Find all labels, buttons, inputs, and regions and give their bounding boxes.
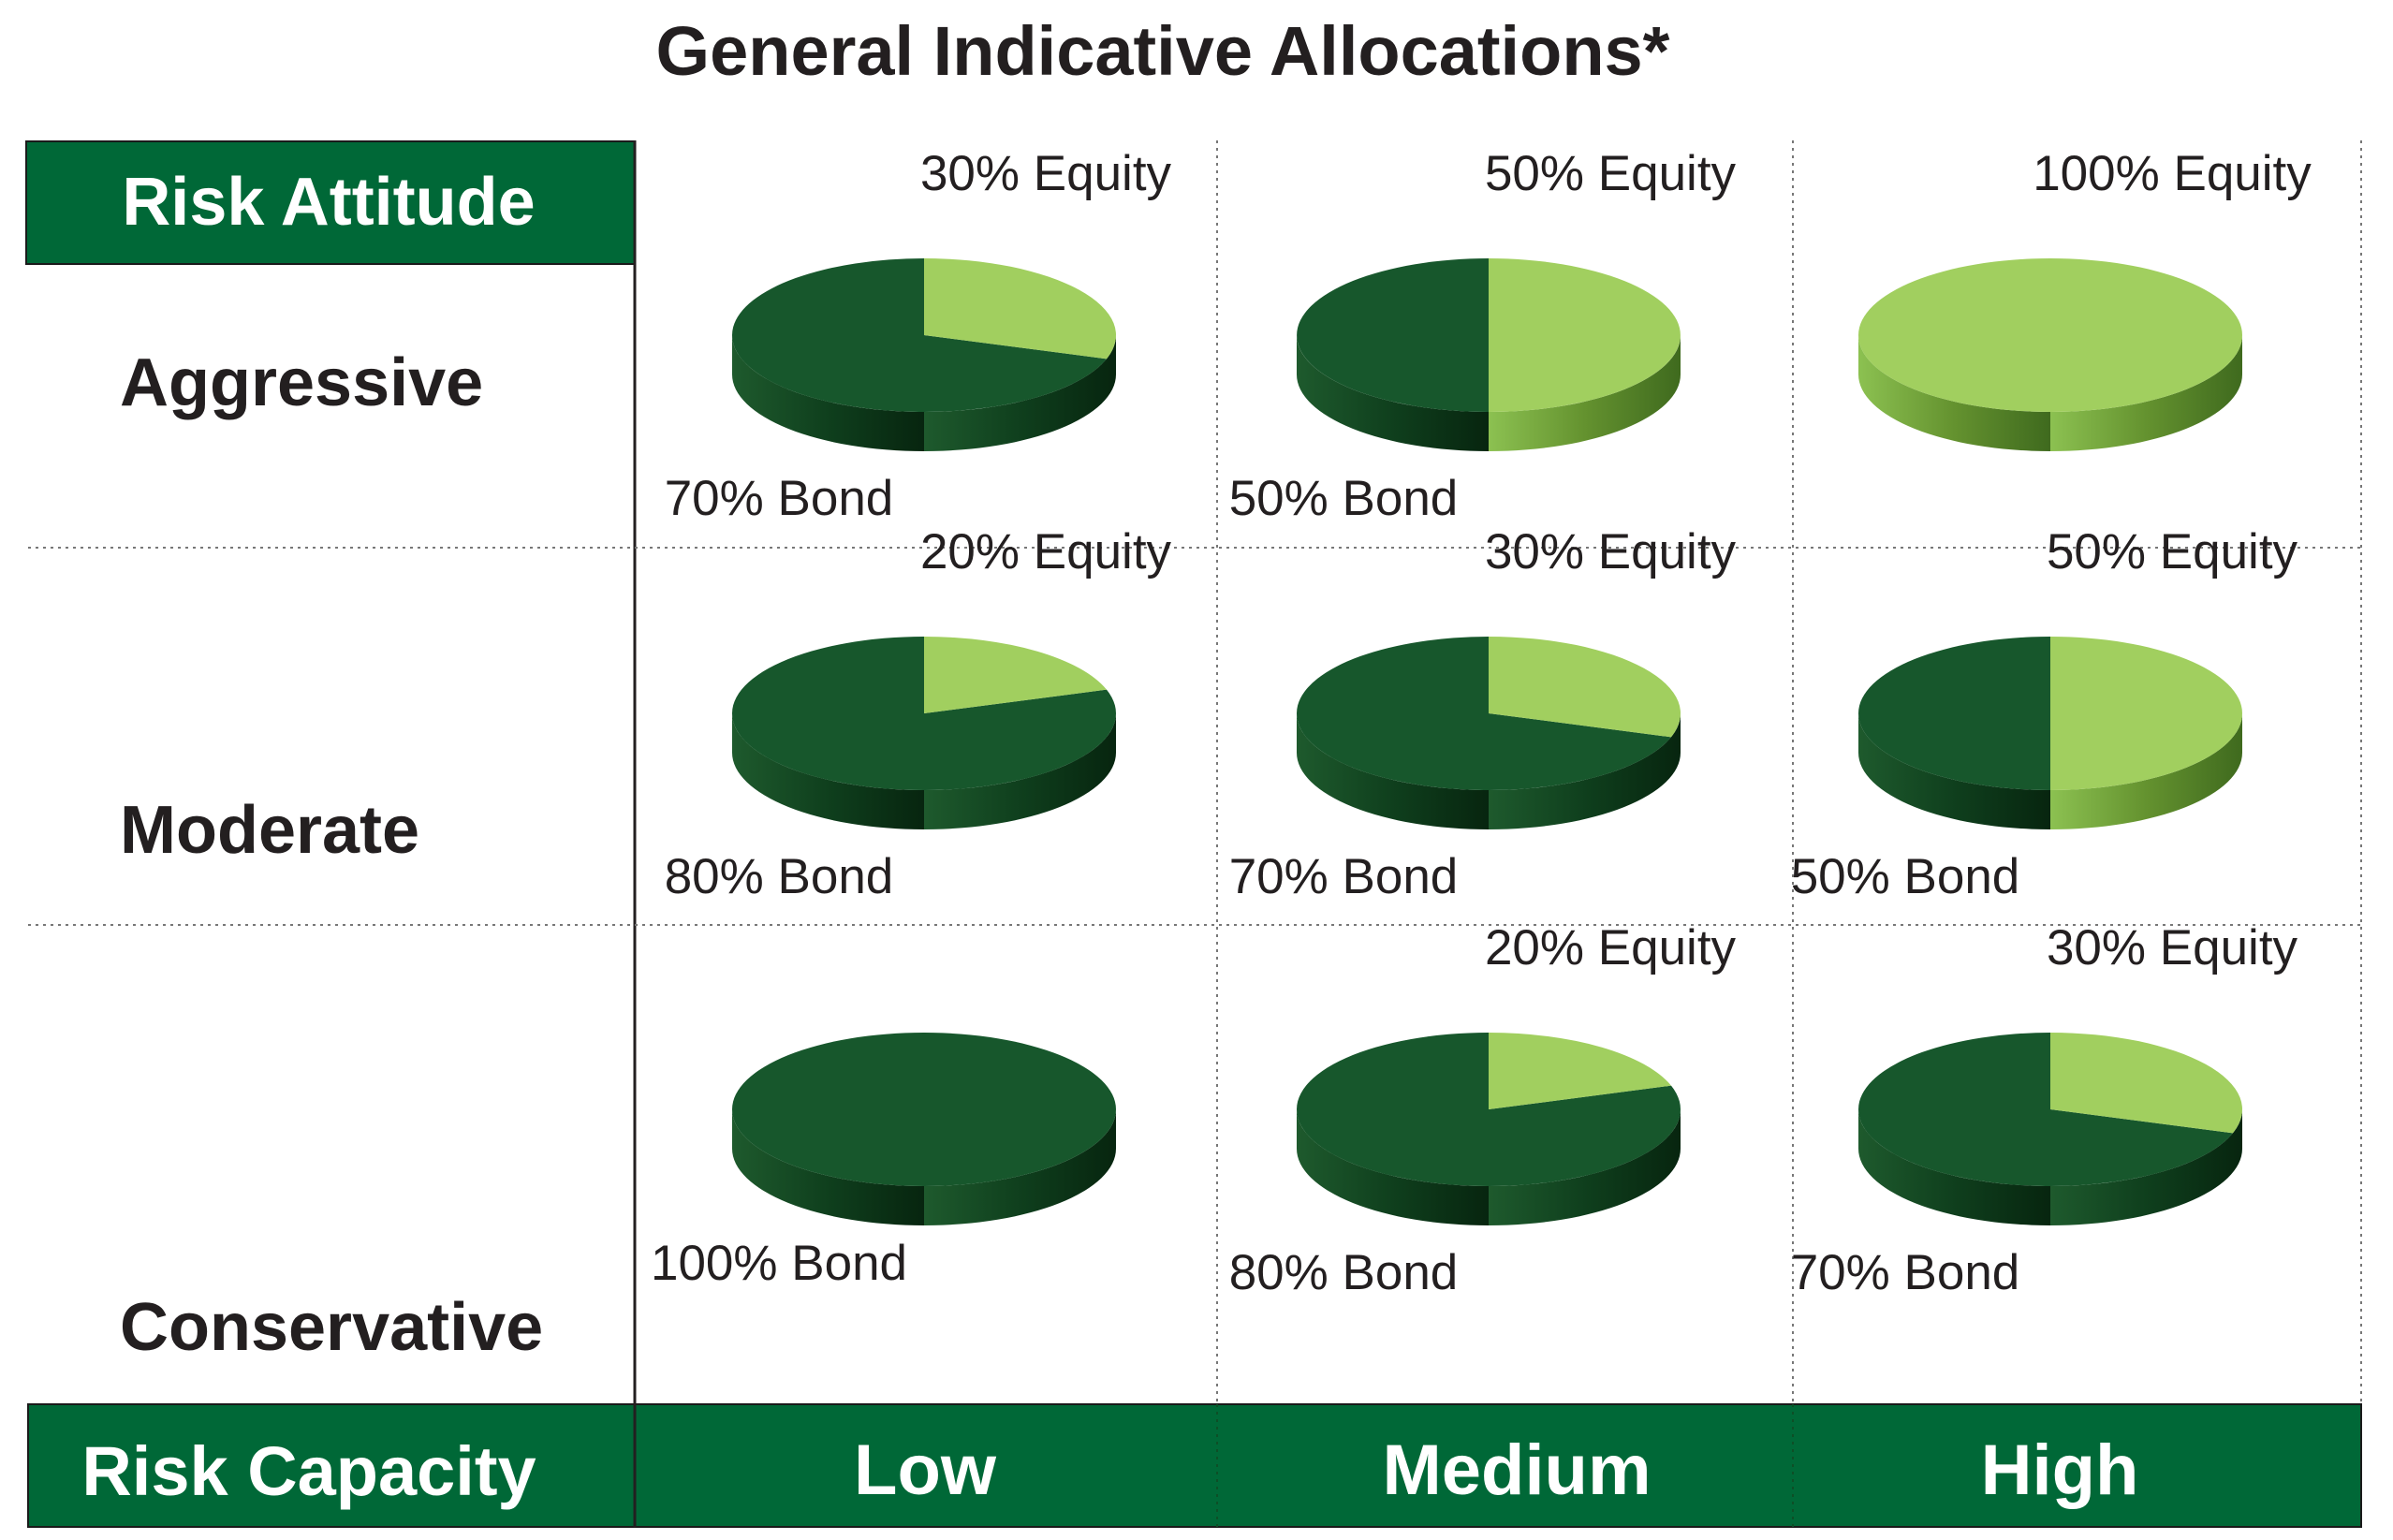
equity-slice	[1489, 1033, 1671, 1109]
equity-slice	[924, 637, 1107, 713]
equity-side	[1858, 335, 2050, 451]
bond-label: 70% Bond	[1791, 1245, 2020, 1300]
column-label-medium: Medium	[1382, 1430, 1651, 1510]
equity-label: 50% Equity	[1485, 146, 1737, 201]
risk-attitude-header-box	[25, 140, 636, 265]
chart-title: General Indicative Allocations*	[656, 12, 1670, 90]
bond-label: 70% Bond	[1229, 849, 1459, 904]
bond-side	[924, 335, 1116, 451]
risk-attitude-header: Risk Attitude	[122, 165, 535, 240]
risk-capacity-bar	[27, 1403, 2362, 1528]
bond-side	[732, 1109, 924, 1225]
bond-slice	[1297, 258, 1489, 412]
bond-slice	[1857, 1033, 2233, 1186]
row-label-moderate: Moderate	[120, 793, 419, 868]
grid	[28, 140, 2362, 1528]
pie-conservative-high: 30% Equity 70% Bond	[1791, 920, 2298, 1300]
pie-aggressive-low: 30% Equity 70% Bond	[665, 146, 1172, 526]
equity-slice	[2050, 1033, 2242, 1134]
equity-label: 20% Equity	[1485, 920, 1737, 975]
equity-label: 30% Equity	[920, 146, 1172, 201]
row-label-aggressive: Aggressive	[120, 345, 483, 420]
equity-slice	[1489, 258, 1681, 412]
equity-label: 20% Equity	[920, 524, 1172, 579]
bond-label: 80% Bond	[665, 849, 894, 904]
bond-side	[732, 335, 924, 451]
equity-side	[1489, 335, 1681, 451]
bond-label: 50% Bond	[1791, 849, 2020, 904]
bond-side	[1858, 713, 2050, 829]
bond-side	[732, 713, 924, 829]
bond-side	[1858, 1109, 2050, 1225]
bond-side	[924, 1109, 1116, 1225]
bond-side	[924, 713, 1116, 829]
bond-side	[1297, 1109, 1489, 1225]
bond-side	[2050, 1109, 2242, 1225]
pie-conservative-low: 100% Bond	[651, 1033, 1116, 1291]
bond-slice	[1297, 637, 1671, 790]
pie-aggressive-medium: 50% Equity 50% Bond	[1229, 146, 1737, 526]
bond-label: 80% Bond	[1229, 1245, 1459, 1300]
bond-label: 50% Bond	[1229, 471, 1459, 526]
equity-label: 30% Equity	[2047, 920, 2298, 975]
equity-slice	[1858, 258, 2242, 412]
row-label-conservative: Conservative	[120, 1290, 543, 1365]
column-label-low: Low	[854, 1430, 997, 1510]
equity-slice	[2050, 637, 2242, 790]
equity-label: 100% Equity	[2033, 146, 2312, 201]
bond-side	[1297, 335, 1489, 451]
bond-slice	[732, 1033, 1116, 1186]
pie-aggressive-high: 100% Equity	[1858, 146, 2312, 451]
pie-grid: 30% Equity 70% Bond 50% Equity 50% Bond 100%…	[651, 146, 2312, 1300]
bond-slice	[731, 258, 1107, 412]
bond-slice	[1858, 637, 2050, 790]
bond-side	[1489, 713, 1681, 829]
equity-label: 30% Equity	[1485, 524, 1737, 579]
equity-side	[2050, 713, 2242, 829]
bond-label: 70% Bond	[665, 471, 894, 526]
equity-slice	[1489, 637, 1681, 738]
pie-moderate-medium: 30% Equity 70% Bond	[1229, 524, 1737, 904]
pie-moderate-high: 50% Equity 50% Bond	[1791, 524, 2298, 904]
column-label-high: High	[1981, 1430, 2139, 1510]
bond-side	[1489, 1109, 1681, 1225]
equity-side	[2050, 335, 2242, 451]
equity-slice	[924, 258, 1116, 359]
equity-label: 50% Equity	[2047, 524, 2298, 579]
pie-moderate-low: 20% Equity 80% Bond	[665, 524, 1172, 904]
bond-side	[1297, 713, 1489, 829]
risk-capacity-header: Risk Capacity	[81, 1432, 536, 1510]
pie-conservative-medium: 20% Equity 80% Bond	[1229, 920, 1737, 1300]
bond-label: 100% Bond	[651, 1236, 907, 1291]
